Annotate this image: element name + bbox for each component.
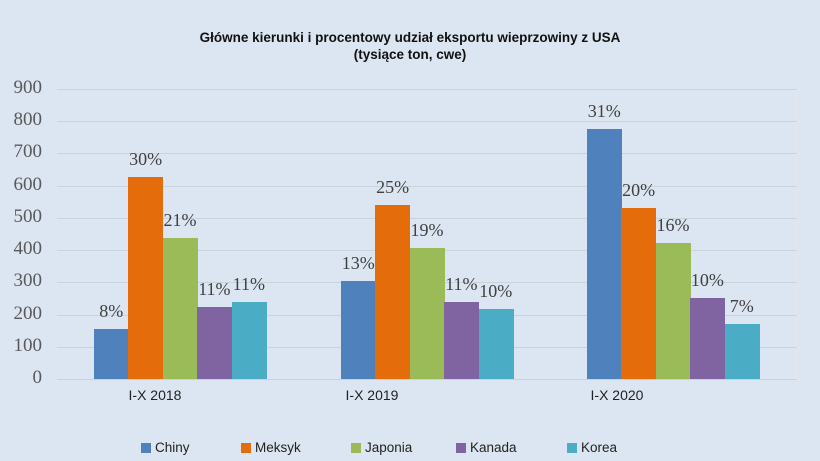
gridline <box>57 121 797 122</box>
bar-meksyk-2 <box>621 207 657 379</box>
chart-subtitle: (tysiące ton, cwe) <box>353 47 467 62</box>
data-label: 21% <box>163 209 197 230</box>
y-tick-label: 800 <box>13 109 43 130</box>
bar-korea-0 <box>231 301 267 379</box>
legend-label: Meksyk <box>255 440 301 455</box>
x-tick-label: I-X 2019 <box>345 387 399 403</box>
chart-title: Główne kierunki i procentowy udział eksp… <box>0 29 820 63</box>
data-label: 8% <box>99 301 124 322</box>
gridline <box>57 153 797 154</box>
y-tick-label: 700 <box>13 141 43 162</box>
legend-swatch-icon <box>567 442 577 453</box>
legend-swatch-icon <box>241 442 251 453</box>
bar-meksyk-0 <box>128 176 164 379</box>
bar-kanada-1 <box>444 301 480 379</box>
bar-chiny-2 <box>587 128 622 379</box>
legend-label: Chiny <box>155 440 190 455</box>
y-tick-label: 200 <box>13 303 43 324</box>
legend-swatch-icon <box>141 442 151 453</box>
bar-kanada-0 <box>197 306 233 379</box>
y-tick-label: 0 <box>32 367 43 388</box>
data-label: 20% <box>622 179 656 200</box>
gridline <box>57 89 797 90</box>
data-label: 31% <box>587 100 621 121</box>
legend-item-chiny: Chiny <box>141 440 190 455</box>
data-label: 10% <box>479 281 513 302</box>
y-tick-label: 100 <box>13 335 43 356</box>
legend-item-korea: Korea <box>567 440 617 455</box>
data-label: 30% <box>129 148 163 169</box>
y-tick-label: 900 <box>13 77 43 98</box>
data-label: 25% <box>376 177 410 197</box>
legend-label: Kanada <box>470 440 517 455</box>
legend-item-japonia: Japonia <box>351 440 412 455</box>
x-axis-line <box>57 379 797 380</box>
bar-kanada-2 <box>690 298 726 379</box>
legend-swatch-icon <box>456 442 466 453</box>
legend-label: Japonia <box>365 440 413 455</box>
data-label: 11% <box>198 278 231 299</box>
bar-korea-2 <box>724 323 760 379</box>
gridline <box>57 218 797 219</box>
x-tick-label: I-X 2018 <box>128 387 182 403</box>
bar-meksyk-1 <box>375 205 411 379</box>
y-tick-label: 300 <box>13 270 43 291</box>
legend-swatch-icon <box>351 442 361 453</box>
bar-japonia-2 <box>655 243 691 379</box>
data-label: 10% <box>690 270 724 291</box>
legend-item-meksyk: Meksyk <box>241 440 301 455</box>
legend-label: Korea <box>581 440 618 455</box>
x-tick-label: I-X 2020 <box>590 387 644 403</box>
y-tick-label: 500 <box>13 206 43 227</box>
bar-chiny-0 <box>94 329 129 379</box>
y-tick-label: 600 <box>13 174 43 195</box>
bar-japonia-0 <box>162 237 198 379</box>
gridline <box>57 186 797 187</box>
data-label: 19% <box>410 219 444 240</box>
data-label: 16% <box>656 215 690 236</box>
data-label: 7% <box>729 295 754 316</box>
y-tick-label: 400 <box>13 238 43 259</box>
legend: Chiny Meksyk Japonia Kanada Korea <box>0 440 820 458</box>
bar-korea-1 <box>478 309 514 379</box>
data-label: 13% <box>341 253 375 274</box>
data-label: 11% <box>445 273 478 294</box>
bar-japonia-1 <box>409 247 445 379</box>
bar-chiny-1 <box>341 281 376 379</box>
chart-title-main: Główne kierunki i procentowy udział eksp… <box>199 30 621 45</box>
data-label: 11% <box>232 273 265 294</box>
legend-item-kanada: Kanada <box>456 440 517 455</box>
